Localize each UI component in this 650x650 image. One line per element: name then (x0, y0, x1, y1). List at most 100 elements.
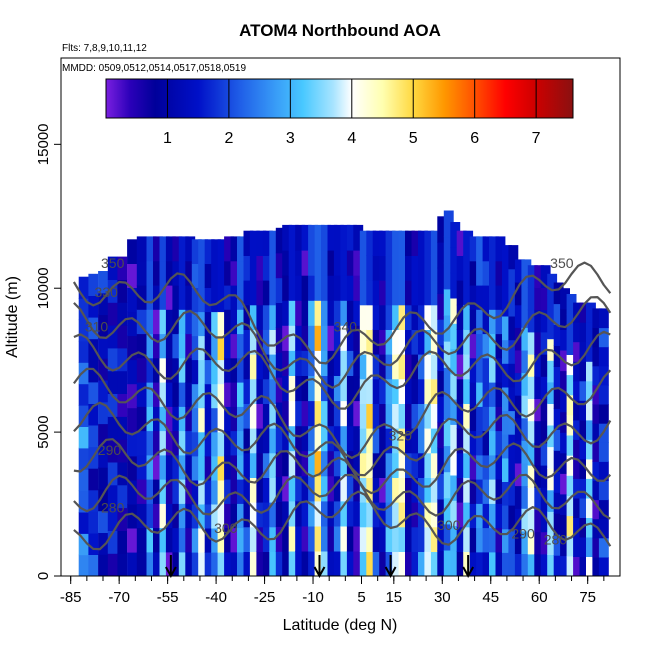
aoa-cell (366, 378, 377, 404)
aoa-cell (456, 428, 467, 454)
aoa-cell (249, 329, 260, 355)
aoa-cell (476, 236, 486, 262)
aoa-cell (282, 375, 293, 402)
aoa-cell (308, 550, 318, 576)
aoa-cell (534, 309, 545, 333)
aoa-cell (553, 387, 564, 409)
aoa-cell (560, 391, 570, 413)
aoa-cell (521, 282, 532, 306)
aoa-cell (185, 479, 196, 504)
aoa-cell (178, 309, 189, 335)
aoa-cell (521, 417, 532, 441)
aoa-cell (256, 329, 267, 355)
aoa-cell (282, 450, 293, 477)
aoa-cell (456, 354, 467, 380)
aoa-cell (366, 354, 377, 380)
aoa-cell (107, 439, 118, 463)
aoa-cell (521, 349, 532, 374)
aoa-cell (269, 452, 280, 478)
aoa-cell (534, 487, 545, 510)
aoa-cell (301, 224, 312, 251)
aoa-cell (146, 551, 157, 576)
aoa-cell (553, 534, 564, 556)
aoa-cell (269, 502, 280, 528)
aoa-cell (598, 556, 609, 576)
aoa-cell (566, 455, 577, 476)
aoa-cell (107, 279, 118, 303)
aoa-cell (450, 550, 461, 576)
aoa-cell (191, 239, 202, 264)
aoa-cell (269, 280, 280, 306)
aoa-cell (262, 378, 273, 404)
aoa-cell (534, 553, 545, 576)
aoa-cell (392, 354, 402, 380)
aoa-cell (165, 357, 176, 383)
colorbar-tick-label: 1 (163, 130, 172, 147)
aoa-cell (592, 556, 603, 576)
aoa-cell (443, 262, 454, 290)
aoa-cell (495, 479, 506, 504)
aoa-cell (262, 329, 273, 355)
x-tick-label: 5 (357, 589, 365, 606)
aoa-cell (502, 481, 512, 506)
aoa-cell (398, 280, 409, 306)
aoa-cell (418, 329, 428, 355)
aoa-cell (489, 333, 499, 359)
aoa-cell (385, 329, 396, 355)
aoa-cell (269, 230, 280, 256)
aoa-cell (489, 551, 499, 576)
aoa-cell (495, 503, 506, 529)
aoa-cell (450, 373, 461, 400)
aoa-cell (262, 477, 273, 503)
aoa-cell (275, 252, 286, 279)
aoa-cell (185, 382, 196, 407)
aoa-cell (366, 304, 377, 330)
aoa-cell (243, 255, 254, 281)
aoa-cell (117, 553, 128, 576)
aoa-cell (198, 455, 209, 481)
aoa-cell (153, 430, 163, 456)
aoa-cell (308, 425, 318, 452)
aoa-cell (117, 325, 128, 349)
aoa-cell (495, 527, 506, 553)
aoa-cell (366, 551, 377, 576)
aoa-cell (256, 526, 267, 552)
aoa-cell (98, 336, 108, 359)
aoa-cell (178, 551, 189, 576)
aoa-cell (463, 329, 474, 355)
x-tick-label: 75 (579, 589, 596, 606)
aoa-cell (165, 430, 176, 456)
aoa-cell (243, 329, 254, 355)
aoa-cell (489, 527, 499, 553)
contour-label: 300 (214, 520, 238, 536)
aoa-cell (482, 236, 493, 262)
aoa-cell (288, 450, 299, 477)
aoa-cell (379, 230, 390, 256)
theta-contour-line (73, 473, 611, 520)
aoa-cell (430, 378, 441, 404)
aoa-cell (237, 309, 247, 335)
aoa-cell (275, 551, 286, 576)
aoa-cell (185, 454, 196, 480)
aoa-cell (165, 479, 176, 504)
aoa-cell (353, 525, 364, 552)
y-tick-label: 10000 (35, 267, 52, 309)
aoa-cell (592, 461, 603, 481)
aoa-cell (146, 406, 157, 432)
aoa-cell (437, 319, 448, 346)
aoa-cell (534, 465, 545, 488)
aoa-cell (237, 479, 247, 504)
aoa-cell (359, 403, 370, 429)
aoa-cell (424, 526, 435, 552)
aoa-cell (443, 419, 454, 447)
aoa-cell (534, 531, 545, 555)
aoa-cell (586, 322, 596, 343)
aoa-cell (282, 325, 293, 351)
aoa-cell (211, 552, 222, 576)
aoa-cell (191, 431, 202, 457)
aoa-cell (78, 340, 89, 363)
aoa-cell (469, 527, 480, 553)
aoa-cell (327, 224, 338, 251)
aoa-cell (159, 309, 170, 335)
aoa-cell (198, 263, 209, 288)
